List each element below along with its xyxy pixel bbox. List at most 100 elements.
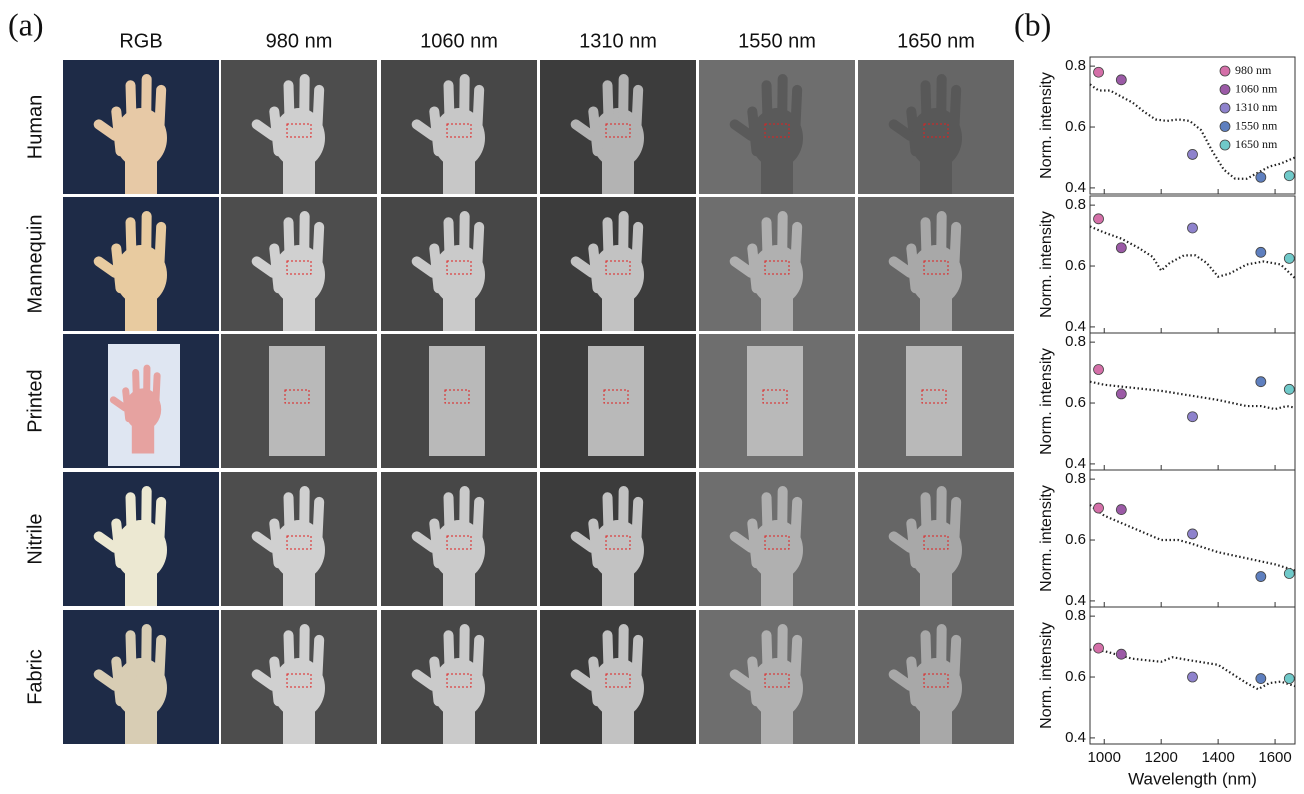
finger (602, 492, 613, 542)
finger (283, 217, 294, 267)
finger (761, 217, 772, 267)
column-header: 1650 nm (897, 30, 975, 52)
legend-label: 1650 nm (1235, 137, 1278, 151)
photo (699, 197, 855, 338)
photo (63, 610, 219, 751)
photo-content (381, 610, 537, 751)
data-point (1284, 171, 1294, 181)
data-point (1284, 253, 1294, 263)
photo (63, 472, 219, 613)
finger (777, 74, 788, 124)
y-axis-label: Norm. intensity (1038, 72, 1055, 179)
column-header: 1550 nm (738, 30, 816, 52)
wrist (761, 711, 793, 751)
wrist (602, 573, 634, 613)
photo-content (699, 60, 855, 201)
finger (777, 211, 788, 261)
photo (381, 334, 537, 468)
y-axis-label: Norm. intensity (1038, 211, 1055, 318)
finger (936, 211, 947, 261)
photo (63, 197, 219, 338)
data-point (1256, 674, 1266, 684)
data-point (1188, 149, 1198, 159)
finger (618, 486, 629, 536)
y-axis-label: Norm. intensity (1038, 485, 1055, 592)
finger (459, 211, 470, 261)
finger (443, 217, 454, 267)
photo-content (858, 334, 1014, 468)
finger (602, 217, 613, 267)
y-tick-label: 0.8 (1065, 333, 1086, 350)
wrist (283, 161, 315, 201)
photo (381, 197, 537, 338)
paper (906, 346, 962, 456)
y-tick-label: 0.8 (1065, 196, 1086, 213)
legend-marker (1220, 122, 1230, 132)
photo (699, 60, 855, 201)
y-tick-label: 0.6 (1065, 394, 1086, 411)
data-point (1116, 649, 1126, 659)
wrist (443, 573, 475, 613)
y-tick-label: 0.6 (1065, 118, 1086, 135)
wrist (443, 161, 475, 201)
photo-content (221, 197, 377, 338)
finger (936, 74, 947, 124)
photo-content (699, 197, 855, 338)
finger (459, 74, 470, 124)
y-tick-label: 0.6 (1065, 668, 1086, 685)
photo (221, 334, 377, 468)
photo (540, 197, 696, 338)
wrist (443, 711, 475, 751)
photo-content (221, 472, 377, 613)
finger (920, 80, 931, 130)
photo-content (699, 472, 855, 613)
photo-content (699, 610, 855, 751)
wrist (283, 711, 315, 751)
finger (299, 624, 310, 674)
finger (299, 486, 310, 536)
row-label: Mannequin (24, 215, 46, 314)
photo (858, 610, 1014, 751)
photo-content (858, 60, 1014, 201)
finger (283, 492, 294, 542)
photo (540, 610, 696, 751)
data-point (1116, 389, 1126, 399)
legend-marker (1220, 85, 1230, 95)
photo (540, 60, 696, 201)
finger (618, 211, 629, 261)
data-point (1188, 223, 1198, 233)
y-axis-label: Norm. intensity (1038, 348, 1055, 455)
wrist (602, 711, 634, 751)
finger (920, 217, 931, 267)
photo (63, 60, 219, 201)
legend-label: 1060 nm (1235, 81, 1278, 95)
finger (141, 211, 152, 261)
photo (699, 334, 855, 468)
y-tick-label: 0.4 (1065, 729, 1086, 746)
photo (221, 610, 377, 751)
photo-content (540, 334, 696, 468)
wrist (920, 711, 952, 751)
finger (618, 74, 629, 124)
data-point (1284, 384, 1294, 394)
paper (747, 346, 803, 456)
finger (125, 492, 136, 542)
wrist (283, 298, 315, 338)
finger (443, 492, 454, 542)
finger (141, 486, 152, 536)
photo-content (858, 472, 1014, 613)
paper (588, 346, 644, 456)
wrist (920, 298, 952, 338)
finger (761, 630, 772, 680)
photo (858, 472, 1014, 613)
finger (125, 217, 136, 267)
x-tick-label: 1000 (1088, 749, 1121, 766)
row-label: Fabric (24, 649, 46, 705)
data-point (1188, 529, 1198, 539)
photo (858, 60, 1014, 201)
data-point (1094, 643, 1104, 653)
photo-content (63, 197, 219, 338)
x-axis-label: Wavelength (nm) (1128, 769, 1257, 788)
photo (221, 197, 377, 338)
column-header: RGB (119, 30, 162, 52)
